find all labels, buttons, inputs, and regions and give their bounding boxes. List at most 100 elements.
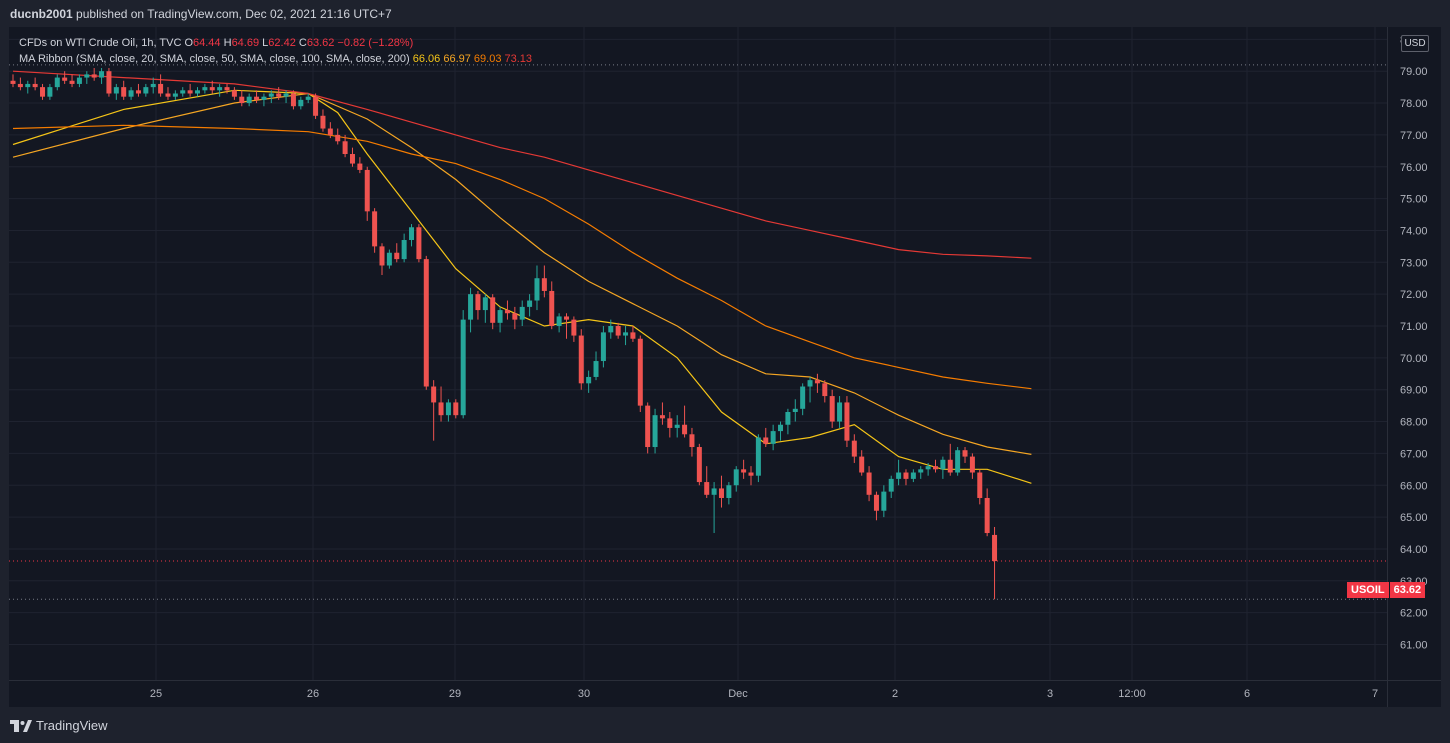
candle-body[interactable] [541, 278, 547, 291]
candle-body[interactable] [254, 96, 260, 100]
candle-body[interactable] [431, 386, 437, 403]
candle-body[interactable] [578, 335, 584, 384]
candle-body[interactable] [992, 534, 998, 562]
candle-body[interactable] [755, 437, 761, 476]
candle-body[interactable] [25, 83, 31, 88]
candle-body[interactable] [527, 300, 533, 307]
candle-body[interactable] [239, 96, 245, 104]
candle-body[interactable] [372, 211, 378, 247]
candle-body[interactable] [113, 87, 119, 94]
candle-body[interactable] [313, 96, 319, 116]
candle-body[interactable] [807, 380, 813, 387]
candle-body[interactable] [490, 297, 496, 323]
candle-body[interactable] [659, 415, 665, 419]
candle-body[interactable] [128, 90, 134, 97]
candle-body[interactable] [386, 252, 392, 266]
candle-body[interactable] [940, 459, 946, 470]
candle-body[interactable] [571, 319, 577, 336]
candle-body[interactable] [844, 402, 850, 441]
candle-body[interactable] [556, 316, 562, 326]
candle-body[interactable] [202, 87, 208, 91]
candle-body[interactable] [416, 227, 422, 260]
candle-body[interactable] [172, 93, 178, 97]
candle-body[interactable] [770, 431, 776, 444]
candle-body[interactable] [150, 83, 156, 88]
candle-body[interactable] [47, 87, 53, 97]
candle-body[interactable] [504, 310, 510, 314]
candle-body[interactable] [534, 278, 540, 301]
candle-body[interactable] [733, 469, 739, 486]
candle-body[interactable] [246, 96, 252, 104]
candle-body[interactable] [445, 402, 451, 416]
candle-body[interactable] [837, 402, 843, 422]
symbol-legend-row[interactable]: CFDs on WTI Crude Oil, 1h, TVC O64.44 H6… [19, 35, 532, 51]
candle-body[interactable] [615, 326, 621, 336]
candle-body[interactable] [99, 71, 105, 78]
candle-body[interactable] [158, 83, 164, 94]
candle-body[interactable] [290, 93, 296, 107]
candle-body[interactable] [231, 90, 237, 97]
candle-body[interactable] [623, 332, 629, 336]
candle-body[interactable] [667, 418, 673, 428]
candle-body[interactable] [689, 434, 695, 448]
candle-body[interactable] [121, 87, 127, 97]
candle-body[interactable] [822, 383, 828, 397]
candle-body[interactable] [637, 338, 643, 406]
candle-body[interactable] [217, 87, 223, 91]
candle-body[interactable] [933, 466, 938, 470]
candle-body[interactable] [327, 128, 333, 135]
candle-body[interactable] [741, 469, 747, 473]
candle-body[interactable] [91, 74, 97, 78]
candle-body[interactable] [947, 459, 953, 473]
candle-body[interactable] [600, 332, 606, 362]
candle-body[interactable] [593, 361, 599, 377]
candle-body[interactable] [984, 497, 990, 534]
candle-body[interactable] [468, 294, 474, 320]
candle-body[interactable] [349, 154, 355, 164]
candle-body[interactable] [209, 87, 215, 91]
indicator-legend-row[interactable]: MA Ribbon (SMA, close, 20, SMA, close, 5… [19, 51, 532, 67]
candle-body[interactable] [969, 456, 975, 473]
candle-body[interactable] [896, 472, 902, 479]
candle-body[interactable] [778, 424, 784, 432]
candle-body[interactable] [438, 402, 444, 416]
candle-body[interactable] [180, 90, 186, 94]
candle-body[interactable] [423, 259, 429, 387]
candle-body[interactable] [785, 411, 791, 425]
publisher-name[interactable]: ducnb2001 [10, 7, 73, 21]
candle-body[interactable] [143, 87, 149, 94]
candle-body[interactable] [955, 450, 961, 473]
candle-body[interactable] [814, 380, 820, 384]
candle-body[interactable] [62, 77, 68, 81]
candle-body[interactable] [564, 316, 569, 320]
candle-body[interactable] [696, 447, 702, 483]
candle-body[interactable] [866, 472, 872, 495]
candle-body[interactable] [903, 472, 909, 479]
candle-body[interactable] [748, 472, 754, 476]
candle-body[interactable] [84, 74, 90, 78]
candle-body[interactable] [800, 386, 806, 409]
candle-body[interactable] [482, 297, 488, 311]
candle-body[interactable] [106, 71, 112, 94]
candle-body[interactable] [268, 93, 274, 97]
candle-body[interactable] [342, 141, 348, 155]
candle-body[interactable] [859, 456, 865, 473]
candle-body[interactable] [829, 396, 835, 422]
candle-body[interactable] [76, 77, 82, 84]
candle-body[interactable] [645, 405, 651, 448]
candle-body[interactable] [873, 494, 879, 511]
candle-body[interactable] [335, 134, 341, 142]
candle-body[interactable] [195, 90, 200, 94]
candle-body[interactable] [187, 90, 193, 94]
candle-body[interactable] [69, 80, 75, 84]
candle-body[interactable] [379, 246, 385, 266]
candle-body[interactable] [630, 332, 636, 339]
tradingview-logo[interactable]: TradingView [10, 718, 108, 733]
candle-body[interactable] [165, 93, 171, 97]
candle-body[interactable] [682, 424, 688, 435]
candle-body[interactable] [261, 96, 267, 100]
candle-body[interactable] [512, 313, 518, 320]
candle-body[interactable] [497, 310, 503, 323]
candle-body[interactable] [409, 227, 415, 241]
candle-body[interactable] [792, 408, 798, 412]
